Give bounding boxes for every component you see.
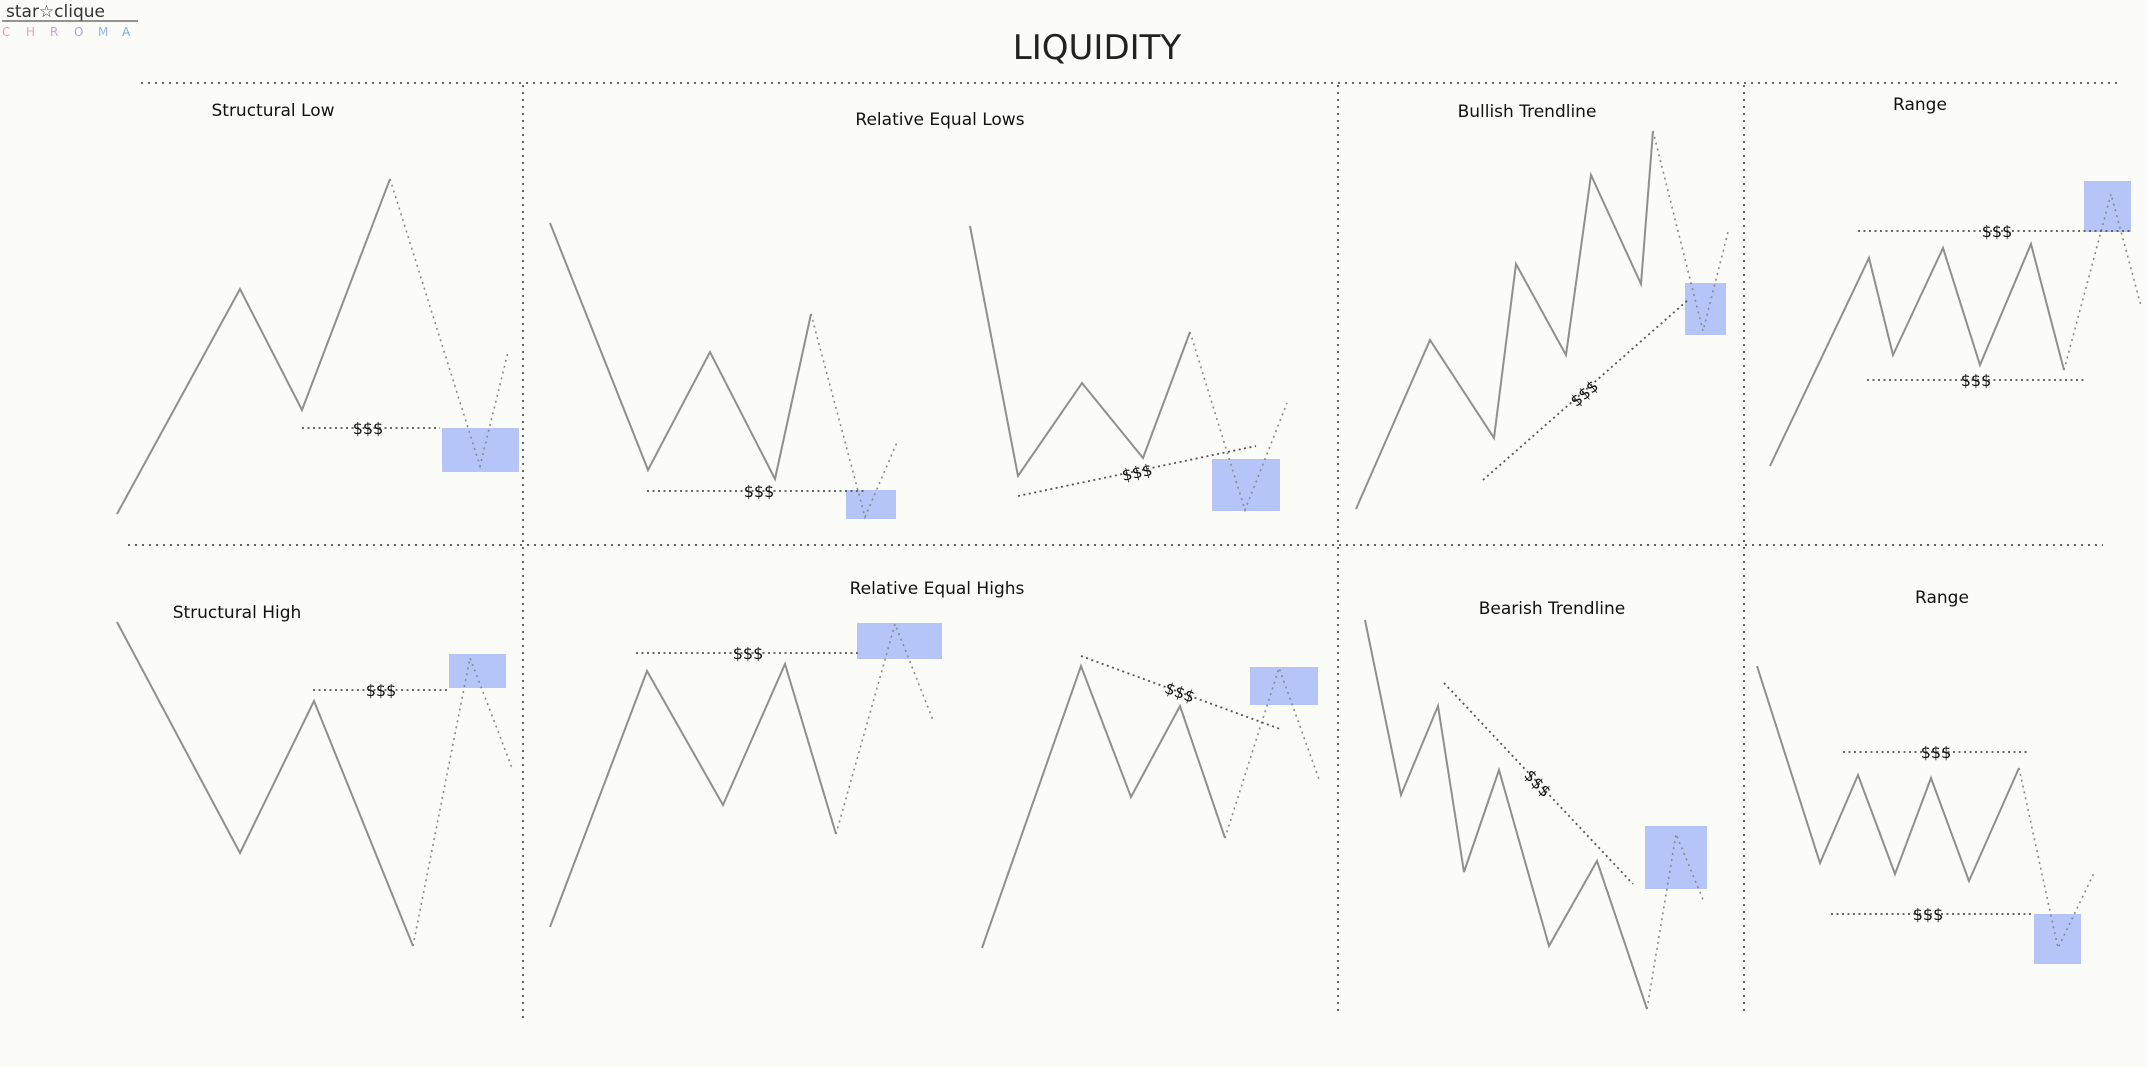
projected-path <box>835 621 934 835</box>
liquidity-label: $$$ <box>1120 460 1154 485</box>
liquidity-zone <box>449 654 506 688</box>
projected-path <box>412 655 513 947</box>
panel-grid <box>128 82 2117 1020</box>
projected-path <box>2018 767 2096 951</box>
panel-structural-high: Structural High $$$ <box>116 603 513 947</box>
panel-title: Relative Equal Lows <box>855 110 1024 130</box>
liquidity-label: $$$ <box>353 419 384 438</box>
price-path <box>1756 665 2020 884</box>
panel-title: Bearish Trendline <box>1479 599 1626 619</box>
panel-relative-equal-highs: Relative Equal Highs $$$ $$$ <box>549 579 1321 949</box>
panel-title: Structural High <box>173 603 302 623</box>
liquidity-label-upper: $$$ <box>1982 222 2013 241</box>
liquidity-label: $$$ <box>744 482 775 501</box>
liquidity-zone <box>857 623 942 659</box>
liquidity-zone <box>442 428 519 472</box>
price-path <box>981 663 1226 949</box>
panel-bearish-trendline: Bearish Trendline $$$ <box>1364 599 1707 1010</box>
projected-path <box>810 313 899 520</box>
liquidity-label-lower: $$$ <box>1961 371 1992 390</box>
panel-title: Range <box>1915 588 1969 608</box>
liquidity-label: $$$ <box>733 644 764 663</box>
price-path <box>116 178 391 515</box>
panel-relative-equal-lows: Relative Equal Lows $$$ $$$ <box>549 110 1288 520</box>
price-path <box>1364 619 1648 1010</box>
panel-title: Structural Low <box>211 101 334 121</box>
liquidity-label: $$$ <box>1567 376 1603 410</box>
projected-path <box>1224 665 1321 839</box>
projected-path <box>1189 331 1288 513</box>
panel-title: Relative Equal Highs <box>850 579 1025 599</box>
projected-path <box>2063 190 2142 371</box>
liquidity-level <box>1080 655 1281 730</box>
liquidity-level <box>1443 682 1634 885</box>
price-path <box>1355 130 1654 510</box>
liquidity-label: $$$ <box>1162 678 1197 706</box>
logo-subtitle-letter: H <box>26 25 35 39</box>
price-path <box>1769 240 2065 467</box>
projected-path <box>389 178 509 469</box>
panel-range-bottom: Range $$$ $$$ <box>1756 588 2096 964</box>
liquidity-zone <box>1685 283 1726 335</box>
price-path <box>116 621 414 947</box>
panel-title: Range <box>1893 95 1947 115</box>
price-path <box>549 222 812 482</box>
logo-subtitle-letter: C <box>2 25 10 39</box>
logo-name: star☆clique <box>6 2 105 22</box>
logo-subtitle-letter: M <box>98 25 108 39</box>
liquidity-zone <box>1250 667 1318 705</box>
liquidity-zone <box>2034 914 2081 964</box>
panel-title: Bullish Trendline <box>1458 102 1597 122</box>
liquidity-label-upper: $$$ <box>1921 743 1952 762</box>
panel-range-top: Range $$$ $$$ <box>1769 95 2142 467</box>
liquidity-zone <box>1212 459 1280 511</box>
logo-subtitle-letter: O <box>74 25 83 39</box>
panel-structural-low: Structural Low $$$ <box>116 101 519 515</box>
price-path <box>549 661 837 928</box>
liquidity-label: $$$ <box>366 681 397 700</box>
page-title: LIQUIDITY <box>1013 28 1182 68</box>
price-path <box>969 225 1191 479</box>
liquidity-level <box>1017 445 1257 497</box>
logo-subtitle-letter: A <box>122 25 131 39</box>
liquidity-level <box>1482 299 1689 481</box>
logo-subtitle-letter: R <box>50 25 58 39</box>
liquidity-label-lower: $$$ <box>1913 905 1944 924</box>
panel-bullish-trendline: Bullish Trendline $$$ <box>1355 102 1729 510</box>
